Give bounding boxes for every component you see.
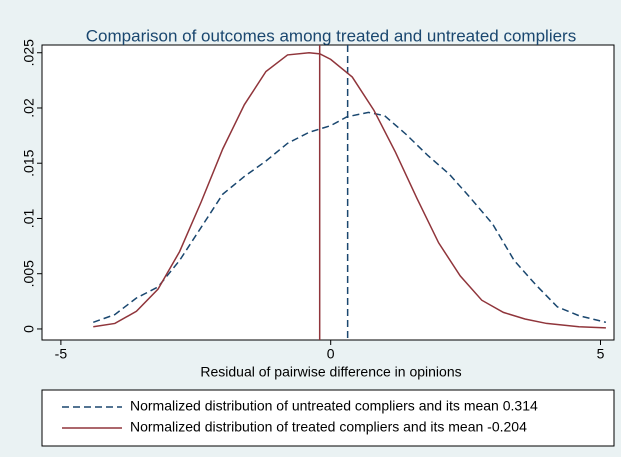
series-line bbox=[93, 111, 607, 324]
y-tick-label: .01 bbox=[21, 209, 37, 229]
plot-area bbox=[41, 44, 615, 341]
x-axis-label: Residual of pairwise difference in opini… bbox=[200, 364, 461, 380]
x-tick-label: -5 bbox=[55, 346, 68, 362]
y-tick-label: .025 bbox=[21, 39, 37, 66]
y-tick-label: .005 bbox=[21, 260, 37, 287]
legend-label: Normalized distribution of treated compl… bbox=[130, 419, 527, 435]
x-tick-label: 0 bbox=[327, 346, 335, 362]
y-tick-label: 0 bbox=[21, 325, 37, 333]
legend bbox=[41, 389, 615, 447]
legend-label: Normalized distribution of untreated com… bbox=[130, 398, 538, 414]
y-tick-label: .015 bbox=[21, 149, 37, 176]
x-tick-label: 5 bbox=[597, 346, 605, 362]
y-tick-label: .02 bbox=[21, 98, 37, 118]
series-line bbox=[93, 51, 606, 329]
chart-title: Comparison of outcomes among treated and… bbox=[86, 26, 576, 45]
